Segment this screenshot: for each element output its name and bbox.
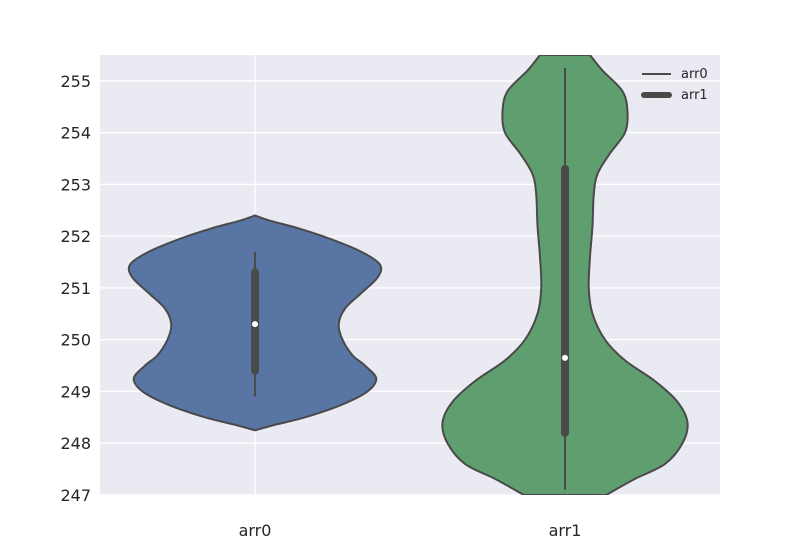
legend-label-arr0: arr0 — [681, 67, 708, 82]
legend-label-arr1: arr1 — [681, 88, 708, 103]
y-tick-label-8: 255 — [60, 72, 91, 91]
y-tick-label-4: 251 — [60, 279, 91, 298]
y-tick-label-3: 250 — [60, 331, 91, 350]
violin-arr1 — [441, 55, 689, 495]
y-tick-label-7: 254 — [60, 124, 91, 143]
y-tick-label-0: 247 — [60, 486, 91, 505]
legend: arr0 arr1 — [641, 67, 708, 103]
y-tick-label-2: 249 — [60, 382, 91, 401]
violin-arr0 — [127, 214, 383, 432]
x-tick-label-arr1: arr1 — [549, 521, 582, 540]
median-arr1 — [562, 354, 568, 361]
y-tick-label-1: 248 — [60, 434, 91, 453]
median-arr0 — [252, 321, 258, 328]
y-tick-label-6: 253 — [60, 175, 91, 194]
x-axis-ticks: arr0 arr1 — [239, 521, 582, 540]
x-tick-label-arr0: arr0 — [239, 521, 272, 540]
y-axis-ticks: 247 248 249 250 251 252 253 254 255 — [60, 72, 91, 505]
violins — [127, 55, 689, 495]
y-tick-label-5: 252 — [60, 227, 91, 246]
